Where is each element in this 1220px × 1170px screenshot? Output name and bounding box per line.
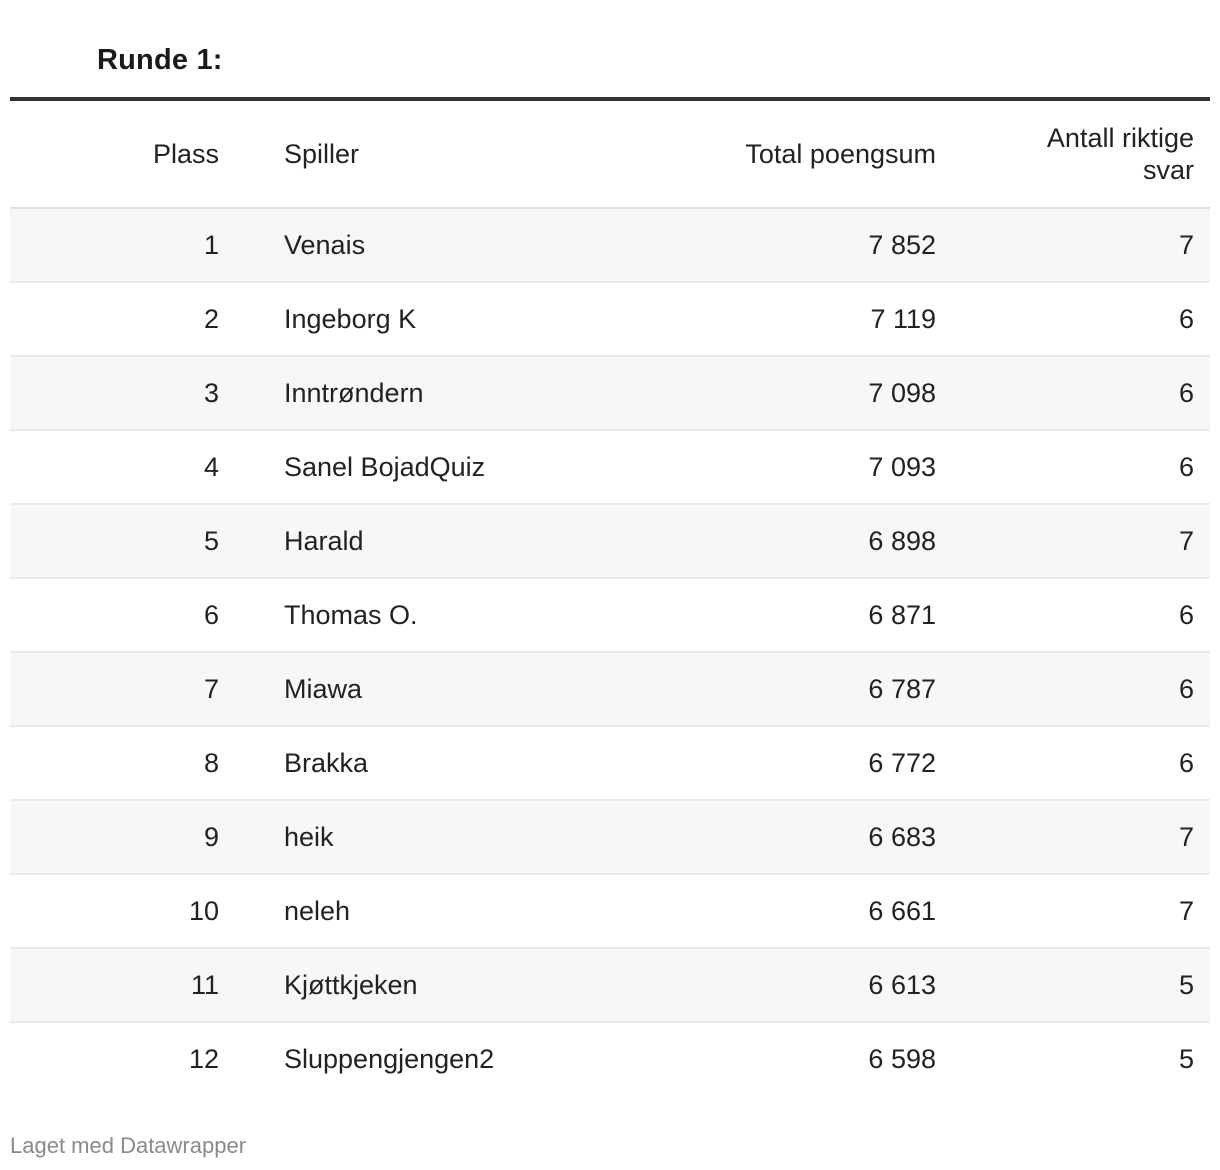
cell-total-poengsum: 6 661 <box>635 874 936 949</box>
cell-antall-riktige-svar: 6 <box>936 282 1210 357</box>
cell-spiller: neleh <box>219 874 635 949</box>
cell-total-poengsum: 6 898 <box>635 504 936 579</box>
cell-plass: 3 <box>10 356 219 431</box>
table-row: 1 Venais 7 852 7 <box>10 208 1210 283</box>
header-plass: Plass <box>10 101 219 209</box>
table-row: 8 Brakka 6 772 6 <box>10 726 1210 801</box>
cell-spiller: Inntrøndern <box>219 356 635 431</box>
cell-plass: 11 <box>10 948 219 1023</box>
cell-plass: 4 <box>10 430 219 505</box>
cell-spiller: Sluppengjengen2 <box>219 1022 635 1095</box>
cell-total-poengsum: 7 852 <box>635 208 936 283</box>
cell-antall-riktige-svar: 5 <box>936 948 1210 1023</box>
table-row: 5 Harald 6 898 7 <box>10 504 1210 579</box>
cell-total-poengsum: 7 098 <box>635 356 936 431</box>
cell-spiller: Ingeborg K <box>219 282 635 357</box>
cell-total-poengsum: 6 598 <box>635 1022 936 1095</box>
cell-antall-riktige-svar: 7 <box>936 800 1210 875</box>
cell-spiller: Harald <box>219 504 635 579</box>
cell-antall-riktige-svar: 7 <box>936 208 1210 283</box>
table-row: 10 neleh 6 661 7 <box>10 874 1210 949</box>
cell-antall-riktige-svar: 7 <box>936 504 1210 579</box>
cell-plass: 8 <box>10 726 219 801</box>
cell-spiller: Venais <box>219 208 635 283</box>
table-row: 3 Inntrøndern 7 098 6 <box>10 356 1210 431</box>
cell-plass: 12 <box>10 1022 219 1095</box>
cell-antall-riktige-svar: 6 <box>936 430 1210 505</box>
header-antall-line1: Antall riktige <box>1046 123 1194 153</box>
cell-spiller: Thomas O. <box>219 578 635 653</box>
cell-total-poengsum: 6 772 <box>635 726 936 801</box>
table-row: 9 heik 6 683 7 <box>10 800 1210 875</box>
cell-total-poengsum: 7 119 <box>635 282 936 357</box>
cell-plass: 1 <box>10 208 219 283</box>
cell-total-poengsum: 6 787 <box>635 652 936 727</box>
table-row: 6 Thomas O. 6 871 6 <box>10 578 1210 653</box>
cell-spiller: Kjøttkjeken <box>219 948 635 1023</box>
cell-spiller: Sanel BojadQuiz <box>219 430 635 505</box>
cell-antall-riktige-svar: 6 <box>936 356 1210 431</box>
cell-total-poengsum: 6 683 <box>635 800 936 875</box>
table-title: Runde 1: <box>97 44 223 76</box>
cell-plass: 2 <box>10 282 219 357</box>
header-spiller: Spiller <box>219 101 635 209</box>
header-antall-riktige-svar: Antall riktige svar <box>936 101 1210 209</box>
results-table: Plass Spiller Total poengsum Antall rikt… <box>10 97 1210 1095</box>
cell-spiller: Miawa <box>219 652 635 727</box>
table-row: 11 Kjøttkjeken 6 613 5 <box>10 948 1210 1023</box>
cell-total-poengsum: 6 613 <box>635 948 936 1023</box>
cell-antall-riktige-svar: 6 <box>936 578 1210 653</box>
cell-plass: 6 <box>10 578 219 653</box>
table-row: 7 Miawa 6 787 6 <box>10 652 1210 727</box>
cell-total-poengsum: 6 871 <box>635 578 936 653</box>
top-rule <box>10 97 1210 101</box>
header-antall-line2: svar <box>1142 155 1194 185</box>
cell-spiller: heik <box>219 800 635 875</box>
cell-plass: 9 <box>10 800 219 875</box>
table-row: 12 Sluppengjengen2 6 598 5 <box>10 1022 1210 1095</box>
cell-antall-riktige-svar: 6 <box>936 726 1210 801</box>
cell-plass: 5 <box>10 504 219 579</box>
cell-antall-riktige-svar: 6 <box>936 652 1210 727</box>
cell-plass: 10 <box>10 874 219 949</box>
cell-spiller: Brakka <box>219 726 635 801</box>
header-row: Plass Spiller Total poengsum Antall rikt… <box>10 101 1210 209</box>
table-row: 4 Sanel BojadQuiz 7 093 6 <box>10 430 1210 505</box>
cell-antall-riktige-svar: 5 <box>936 1022 1210 1095</box>
cell-plass: 7 <box>10 652 219 727</box>
cell-antall-riktige-svar: 7 <box>936 874 1210 949</box>
header-total-poengsum: Total poengsum <box>635 101 936 209</box>
footer-credit[interactable]: Laget med Datawrapper <box>10 1133 247 1158</box>
cell-total-poengsum: 7 093 <box>635 430 936 505</box>
